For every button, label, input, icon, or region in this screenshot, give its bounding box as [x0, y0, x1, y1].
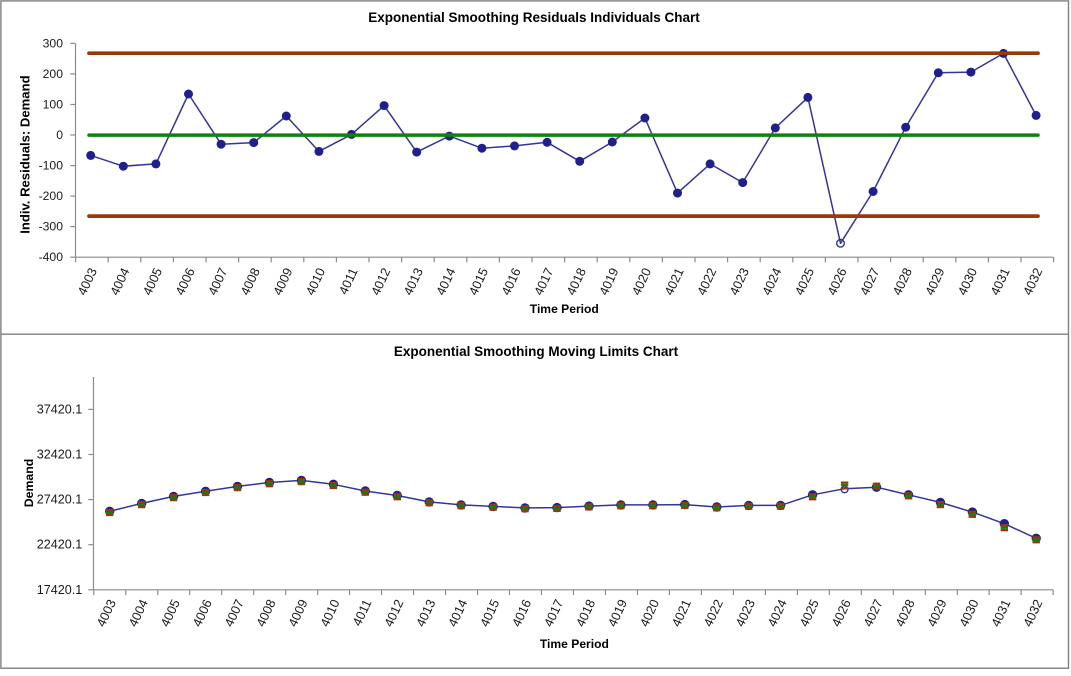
svg-text:200: 200	[43, 67, 64, 81]
svg-text:32420.1: 32420.1	[37, 448, 83, 462]
svg-text:-200: -200	[39, 189, 64, 203]
svg-text:-400: -400	[39, 250, 64, 264]
svg-text:0: 0	[56, 128, 63, 142]
svg-text:-300: -300	[39, 220, 64, 234]
svg-text:17420.1: 17420.1	[37, 583, 83, 597]
svg-text:Time Period: Time Period	[540, 637, 609, 651]
svg-text:Demand: Demand	[22, 459, 36, 508]
svg-text:Exponential Smoothing Residual: Exponential Smoothing Residuals Individu…	[368, 10, 700, 25]
svg-text:27420.1: 27420.1	[37, 493, 83, 507]
svg-text:37420.1: 37420.1	[37, 402, 83, 416]
svg-text:Indiv. Residuals: Demand: Indiv. Residuals: Demand	[17, 75, 32, 233]
svg-text:100: 100	[43, 98, 64, 112]
svg-text:Time Period: Time Period	[530, 302, 599, 316]
svg-text:22420.1: 22420.1	[37, 538, 83, 552]
svg-text:-100: -100	[39, 159, 64, 173]
svg-text:300: 300	[43, 36, 64, 50]
svg-text:Exponential Smoothing Moving L: Exponential Smoothing Moving Limits Char…	[394, 344, 679, 359]
